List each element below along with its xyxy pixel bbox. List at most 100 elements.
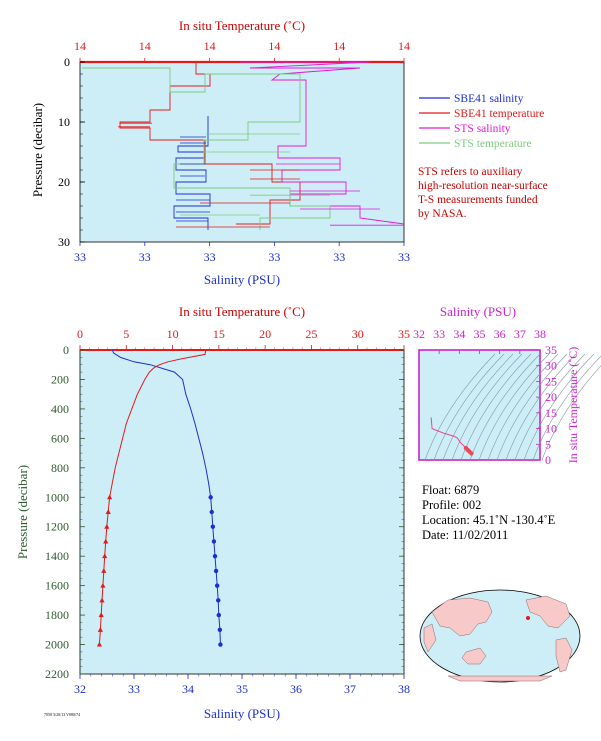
map-float-location (526, 616, 530, 620)
main-sal-tick-label: 37 (344, 682, 356, 696)
ts-sal-tick-label: 36 (494, 327, 506, 341)
ts-temp-tick-label: 0 (545, 453, 551, 467)
ts-isopycnal (469, 353, 541, 461)
ts-temp-tick-label: 5 (545, 437, 551, 451)
temperature-point (107, 494, 113, 500)
salinity-point (216, 598, 221, 603)
map-continent-north-america (525, 595, 571, 629)
legend-item-sbe41-salinity: SBE41 salinity (419, 93, 524, 105)
legend-label: STS salinity (454, 123, 511, 135)
top-pressure-tick-label: 0 (64, 55, 70, 69)
legend-label: STS temperature (454, 138, 532, 150)
ts-sal-tick-label: 33 (433, 327, 445, 341)
main-temp-tick-label: 35 (398, 327, 410, 341)
ts-isopycnal (541, 365, 601, 461)
ts-sal-tick-label: 35 (474, 327, 486, 341)
legend-item-sts-temperature: STS temperature (419, 138, 532, 150)
ts-temp-tick-label: 20 (545, 390, 557, 404)
top-trace-sbe41-salinity (173, 116, 211, 230)
main-temp-tick-label: 20 (259, 327, 271, 341)
legend-item-sbe41-temperature: SBE41 temperature (419, 108, 544, 120)
ts-panel: Salinity (PSU) 32 33 34 35 36 37 38 0 510 15 20 25… (413, 304, 601, 467)
main-pressure-axis-label: Pressure (decibar) (15, 465, 30, 559)
salinity-point (218, 642, 223, 647)
main-pressure-tick-label: 1400 (45, 549, 69, 563)
salinity-point (213, 568, 219, 574)
ts-plot-area (418, 349, 541, 461)
main-pressure-tick-label: 1200 (45, 520, 69, 534)
main-pressure-tick-label: 600 (51, 431, 69, 445)
map-continent-antarctica (447, 675, 553, 682)
ts-isopycnal (505, 353, 577, 461)
top-pressure-tick-label: 30 (58, 235, 70, 249)
map-continent-africa (423, 623, 437, 653)
map-continent-asia (431, 597, 493, 637)
main-temp-tick-label: 5 (123, 327, 129, 341)
main-salinity-axis-label: Salinity (PSU) (204, 706, 280, 721)
main-pressure-tick-label: 200 (51, 372, 69, 386)
legend-note-line-2: high-resolution near-surface (418, 180, 548, 192)
legend-label: SBE41 salinity (454, 93, 524, 105)
temperature-point (102, 553, 108, 559)
main-panel: In situ Temperature (˚C) 0 5 10 15 20 25 30 35 … (15, 304, 410, 721)
temperature-point (99, 597, 105, 603)
main-temp-tick-label: 30 (352, 327, 364, 341)
map-continent-south-america (555, 637, 573, 673)
ts-isopycnal (523, 353, 595, 461)
ts-isopycnal (496, 353, 568, 461)
ts-temp-tick-label: 10 (545, 422, 557, 436)
main-temp-tick-label: 10 (167, 327, 179, 341)
salinity-point (208, 495, 213, 500)
float-id: Float: 6879 (422, 483, 480, 497)
legend-label: SBE41 temperature (454, 108, 544, 120)
ts-isopycnal (532, 355, 601, 461)
salinity-point (209, 509, 214, 515)
temperature-point (98, 612, 104, 618)
temperature-point (101, 568, 107, 573)
top-panel: In situ Temperature (˚C) 14 14 14 14 14 14 33… (30, 18, 410, 287)
main-plot-area (79, 349, 405, 675)
temperature-point (96, 641, 103, 647)
top-sal-tick-label: 33 (74, 250, 86, 264)
top-pressure-tick-label: 10 (58, 115, 70, 129)
ts-temp-tick-label: 35 (545, 343, 557, 357)
float-info: Float: 6879 Profile: 002 Location: 45.1˚… (422, 483, 555, 543)
temperature-point (97, 627, 103, 632)
top-sal-tick-label: 33 (333, 250, 345, 264)
main-temp-tick-label: 25 (305, 327, 317, 341)
ts-sal-tick-label: 38 (534, 327, 546, 341)
salinity-point (214, 583, 220, 588)
ts-profile-point (469, 451, 474, 456)
top-pressure-axis-label: Pressure (decibar) (30, 103, 45, 197)
ts-temp-tick-label: 15 (545, 406, 557, 420)
top-trace-sts-temperature (82, 67, 331, 230)
legend-note-line-4: by NASA. (418, 208, 467, 220)
main-pressure-tick-label: 2200 (45, 667, 69, 681)
top-sal-tick-label: 33 (204, 250, 216, 264)
location: Location: 45.1˚N -130.4˚E (422, 513, 556, 527)
main-pressure-tick-label: 1800 (45, 608, 69, 622)
main-temp-tick-label: 15 (213, 327, 225, 341)
temperature-point (103, 538, 109, 544)
top-temp-tick-label: 14 (74, 39, 86, 53)
salinity-point (216, 612, 221, 618)
top-sal-tick-label: 33 (398, 250, 410, 264)
salinity-point (210, 524, 216, 529)
ts-isopycnal (433, 353, 505, 461)
salinity-point (211, 539, 217, 544)
ts-isopycnal (442, 353, 514, 461)
temperature-profile-line (98, 349, 207, 645)
main-sal-tick-label: 34 (182, 682, 194, 696)
main-pressure-tick-label: 2000 (45, 638, 69, 652)
main-sal-tick-label: 35 (236, 682, 248, 696)
legend-note-line-3: T-S measurements funded (418, 194, 538, 206)
top-pressure-tick-label: 20 (58, 175, 70, 189)
ts-isopycnal (424, 353, 496, 461)
main-sal-tick-label: 32 (74, 682, 86, 696)
ts-sal-tick-label: 34 (453, 327, 465, 341)
salinity-point (217, 627, 223, 633)
main-temp-axis-label: In situ Temperature (˚C) (179, 304, 305, 319)
top-sal-tick-label: 33 (139, 250, 151, 264)
temperature-point (104, 523, 110, 529)
